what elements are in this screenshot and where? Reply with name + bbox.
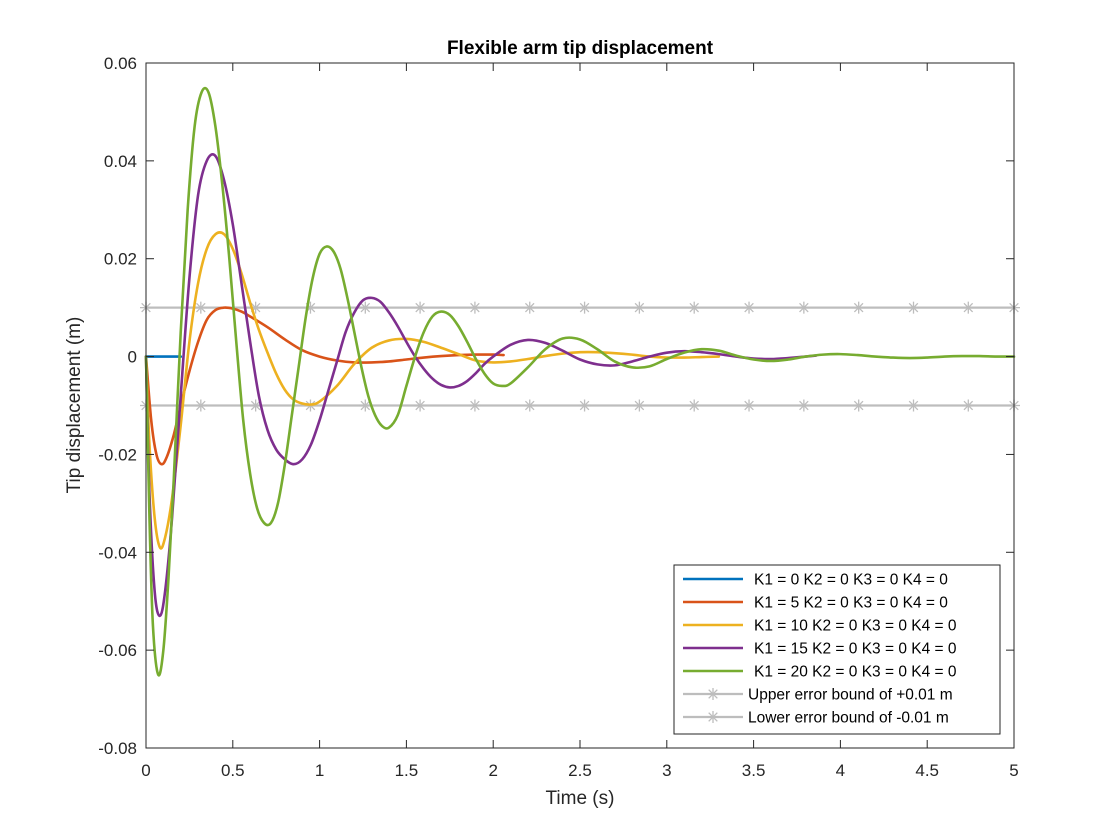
series-marker (633, 301, 646, 314)
legend: K1 = 0 K2 = 0 K3 = 0 K4 = 0 K1 = 5 K2 = 0… (673, 564, 1001, 735)
series-marker (414, 301, 427, 314)
x-tick-label: 2.5 (568, 761, 592, 780)
legend-label: K1 = 15 K2 = 0 K3 = 0 K4 = 0 (754, 641, 957, 658)
x-tick-label: 1 (315, 761, 324, 780)
series-marker (633, 399, 646, 412)
y-tick-label: 0.02 (104, 250, 137, 269)
legend-entry: K1 = 0 K2 = 0 K3 = 0 K4 = 0 (683, 572, 948, 589)
legend-label: K1 = 10 K2 = 0 K3 = 0 K4 = 0 (754, 618, 957, 635)
legend-entry: K1 = 10 K2 = 0 K3 = 0 K4 = 0 (683, 618, 957, 635)
series-line-3 (144, 153, 818, 618)
x-tick-label: 3 (662, 761, 671, 780)
series-marker (194, 399, 207, 412)
x-axis-title: Time (s) (546, 788, 615, 809)
series-marker (194, 301, 207, 314)
y-tick-label: 0 (128, 348, 137, 367)
series-marker (962, 301, 975, 314)
series-marker (578, 301, 591, 314)
series-marker (797, 399, 810, 412)
y-tick-label: -0.08 (98, 739, 137, 758)
series-line-1 (144, 306, 505, 466)
y-tick-label: -0.04 (98, 543, 137, 562)
legend-label: K1 = 20 K2 = 0 K3 = 0 K4 = 0 (754, 664, 957, 681)
x-tick-label: 2 (488, 761, 497, 780)
series-marker (852, 399, 865, 412)
legend-entry: K1 = 15 K2 = 0 K3 = 0 K4 = 0 (683, 641, 957, 658)
y-tick-label: 0.06 (104, 54, 137, 73)
x-tick-label: 3.5 (742, 761, 766, 780)
x-tick-label: 0.5 (221, 761, 245, 780)
x-tick-label: 4.5 (915, 761, 939, 780)
y-tick-label: 0.04 (104, 152, 137, 171)
legend-entry: Lower error bound of -0.01 m (683, 710, 949, 727)
series-marker (907, 301, 920, 314)
series-marker (523, 301, 536, 314)
x-tick-label: 4 (836, 761, 845, 780)
series-marker (468, 301, 481, 314)
series-marker (578, 399, 591, 412)
legend-label: Lower error bound of -0.01 m (748, 710, 949, 727)
legend-entry: K1 = 20 K2 = 0 K3 = 0 K4 = 0 (683, 664, 957, 681)
series-layer (140, 86, 1020, 677)
series-marker (962, 399, 975, 412)
series-marker (688, 301, 701, 314)
x-tick-label: 1.5 (395, 761, 419, 780)
series-marker (852, 301, 865, 314)
series-marker (414, 399, 427, 412)
legend-label: K1 = 5 K2 = 0 K3 = 0 K4 = 0 (754, 595, 948, 612)
tick-layer: 0 0.5 1 1.5 2 2.5 3 3.5 4 4.5 5 -0.08 -0.06 -0.04 -0.0… (98, 54, 1018, 780)
series-marker (523, 399, 536, 412)
series-line-4 (144, 86, 1016, 677)
legend-label: Upper error bound of +0.01 m (748, 687, 953, 704)
series-line-2 (144, 231, 721, 550)
y-tick-label: -0.02 (98, 445, 137, 464)
legend-entry: Upper error bound of +0.01 m (683, 687, 953, 704)
series-marker (468, 399, 481, 412)
series-marker (743, 399, 756, 412)
x-tick-label: 0 (141, 761, 150, 780)
series-marker (797, 301, 810, 314)
x-tick-label: 5 (1009, 761, 1018, 780)
chart-title: Flexible arm tip displacement (447, 38, 714, 59)
legend-marker (707, 711, 719, 723)
legend-marker (707, 688, 719, 700)
series-marker (688, 399, 701, 412)
y-tick-label: -0.06 (98, 641, 137, 660)
y-axis-title: Tip displacement (m) (64, 317, 85, 494)
legend-box (673, 564, 1001, 735)
series-marker (743, 301, 756, 314)
series-marker (907, 399, 920, 412)
legend-entry: K1 = 5 K2 = 0 K3 = 0 K4 = 0 (683, 595, 948, 612)
legend-label: K1 = 0 K2 = 0 K3 = 0 K4 = 0 (754, 572, 948, 589)
series-marker (359, 399, 372, 412)
series-marker (359, 301, 372, 314)
